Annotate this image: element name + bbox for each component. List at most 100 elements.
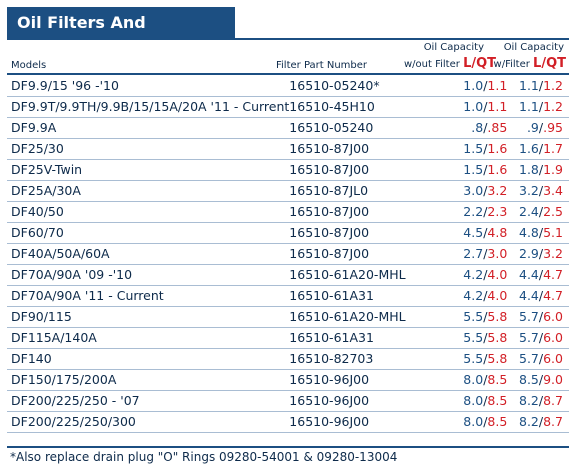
liters-value: 8.0	[463, 372, 484, 387]
slash: /	[538, 120, 544, 135]
table-row: DF25V-Twin 16510-87J00 1.5/1.6 1.8/1.9	[7, 159, 569, 181]
cap-with-filter-cell: 1.6/1.7	[511, 138, 569, 160]
quarts-value: 1.9	[543, 162, 563, 177]
table-row: DF9.9A 16510-05240.8/.85.9/.95	[7, 117, 569, 139]
quarts-value: 4.7	[543, 288, 563, 303]
liters-value: 8.0	[463, 393, 484, 408]
table-row: DF70A/90A '11 - Current 16510-61A31 4.2/4.…	[7, 285, 569, 307]
cap-without-filter-cell: 1.0/1.1	[429, 96, 512, 118]
liters-value: 1.5	[463, 162, 484, 177]
quarts-value: 4.8	[487, 225, 508, 240]
header-cap-with-filter: Oil Capacity w/Filter L/QT	[490, 42, 566, 71]
header-cap1-line2: w/out Filter	[404, 59, 460, 70]
quarts-value: 6.0	[543, 330, 563, 345]
liters-value: 5.7	[519, 330, 539, 345]
quarts-value: 8.5	[487, 393, 508, 408]
liters-value: 1.1	[519, 77, 539, 93]
liters-value: .8	[471, 120, 484, 135]
table-row: DF25/30 16510-87J00 1.5/1.6 1.6/1.7	[7, 138, 569, 160]
slash: /	[483, 141, 488, 156]
slash: /	[483, 77, 488, 93]
quarts-value: 4.0	[487, 267, 508, 282]
model-cell: DF40A/50A/60A	[7, 243, 290, 265]
model-cell: DF40/50	[7, 201, 290, 223]
cap-with-filter-cell: 8.5/9.0	[511, 369, 569, 391]
slash: /	[483, 246, 488, 261]
slash: /	[538, 99, 544, 114]
model-cell: DF115A/140A	[7, 327, 290, 349]
slash: /	[538, 330, 544, 345]
quarts-value: 4.7	[543, 267, 563, 282]
slash: /	[538, 288, 544, 303]
cap-without-filter-cell: 5.5/5.8	[429, 348, 512, 370]
cap-with-filter-cell: 8.2/8.7	[511, 411, 569, 433]
quarts-value: 8.7	[543, 414, 563, 429]
part-number-cell: 16510-87J00	[289, 243, 430, 265]
header-cap2-line1: Oil Capacity	[503, 42, 564, 53]
model-cell: DF70A/90A '09 -'10	[7, 264, 290, 286]
slash: /	[538, 225, 544, 240]
cap-with-filter-cell: 5.7/6.0	[511, 348, 569, 370]
model-cell: DF9.9T/9.9TH/9.9B/15/15A/20A '11 - Curre…	[7, 96, 290, 118]
liters-value: 1.5	[463, 141, 484, 156]
cap-with-filter-cell: 5.7/6.0	[511, 327, 569, 349]
liters-value: 3.0	[463, 183, 484, 198]
quarts-value: 3.2	[487, 183, 508, 198]
part-number-cell: 16510-82703	[289, 348, 430, 370]
slash: /	[483, 351, 488, 366]
cap-with-filter-cell: .9/.95	[511, 117, 569, 139]
part-number-cell: 16510-45H10	[289, 96, 430, 118]
slash: /	[538, 267, 544, 282]
quarts-value: 5.1	[543, 225, 563, 240]
model-cell: DF200/225/250/300	[7, 411, 290, 433]
header-cap2-line2: w/Filter	[493, 59, 530, 70]
quarts-value: 5.8	[487, 351, 508, 366]
liters-value: 2.7	[463, 246, 484, 261]
table-row: DF200/225/250 - '07 16510-96J00 8.0/8.5 8.2…	[7, 390, 569, 412]
slash: /	[483, 183, 488, 198]
liters-value: 1.8	[519, 162, 539, 177]
slash: /	[483, 120, 488, 135]
slash: /	[538, 77, 544, 93]
header-part-number: Filter Part Number	[276, 60, 368, 71]
cap-without-filter-cell: 5.5/5.8	[429, 327, 512, 349]
slash: /	[483, 372, 488, 387]
part-number-cell: 16510-05240	[289, 117, 430, 139]
cap-without-filter-cell: .8/.85	[429, 117, 512, 139]
slash: /	[538, 246, 544, 261]
quarts-value: 8.7	[543, 393, 563, 408]
liters-value: 4.2	[463, 267, 484, 282]
cap-with-filter-cell: 4.4/4.7	[511, 285, 569, 307]
table-body: DF9.9/15 '96 -'10 16510-05240* 1.0/1.1 1.1/…	[7, 75, 569, 433]
cap-without-filter-cell: 8.0/8.5	[429, 369, 512, 391]
slash: /	[538, 414, 544, 429]
cap-without-filter-cell: 1.5/1.6	[429, 159, 512, 181]
footer-divider	[7, 446, 569, 448]
quarts-value: 1.1	[487, 77, 508, 93]
slash: /	[538, 309, 544, 324]
table-row: DF200/225/250/300 16510-96J00 8.0/8.5 8.2/8…	[7, 411, 569, 433]
liters-value: 8.2	[519, 414, 539, 429]
slash: /	[483, 99, 488, 114]
cap-without-filter-cell: 4.2/4.0	[429, 285, 512, 307]
part-number-cell: 16510-05240*	[289, 75, 430, 97]
model-cell: DF9.9/15 '96 -'10	[7, 75, 290, 97]
quarts-value: 1.6	[487, 162, 508, 177]
table-row: DF9.9/15 '96 -'10 16510-05240* 1.0/1.1 1.1/…	[7, 75, 569, 97]
liters-value: 8.5	[519, 372, 539, 387]
cap-without-filter-cell: 1.5/1.6	[429, 138, 512, 160]
quarts-value: 1.2	[543, 99, 563, 114]
quarts-value: 1.6	[487, 141, 508, 156]
quarts-value: 1.2	[543, 77, 563, 93]
cap-without-filter-cell: 8.0/8.5	[429, 411, 512, 433]
part-number-cell: 16510-87J00	[289, 222, 430, 244]
model-cell: DF9.9A	[7, 117, 290, 139]
quarts-value: 3.2	[543, 246, 563, 261]
part-number-cell: 16510-87J00	[289, 201, 430, 223]
quarts-value: 2.5	[543, 204, 563, 219]
table-row: DF90/115 16510-61A20-MHL 5.5/5.8 5.7/6.0	[7, 306, 569, 328]
table-row: DF9.9T/9.9TH/9.9B/15/15A/20A '11 - Curre…	[7, 96, 569, 118]
liters-value: 4.4	[519, 288, 539, 303]
part-number-cell: 16510-61A31	[289, 327, 430, 349]
liters-value: 2.4	[519, 204, 539, 219]
